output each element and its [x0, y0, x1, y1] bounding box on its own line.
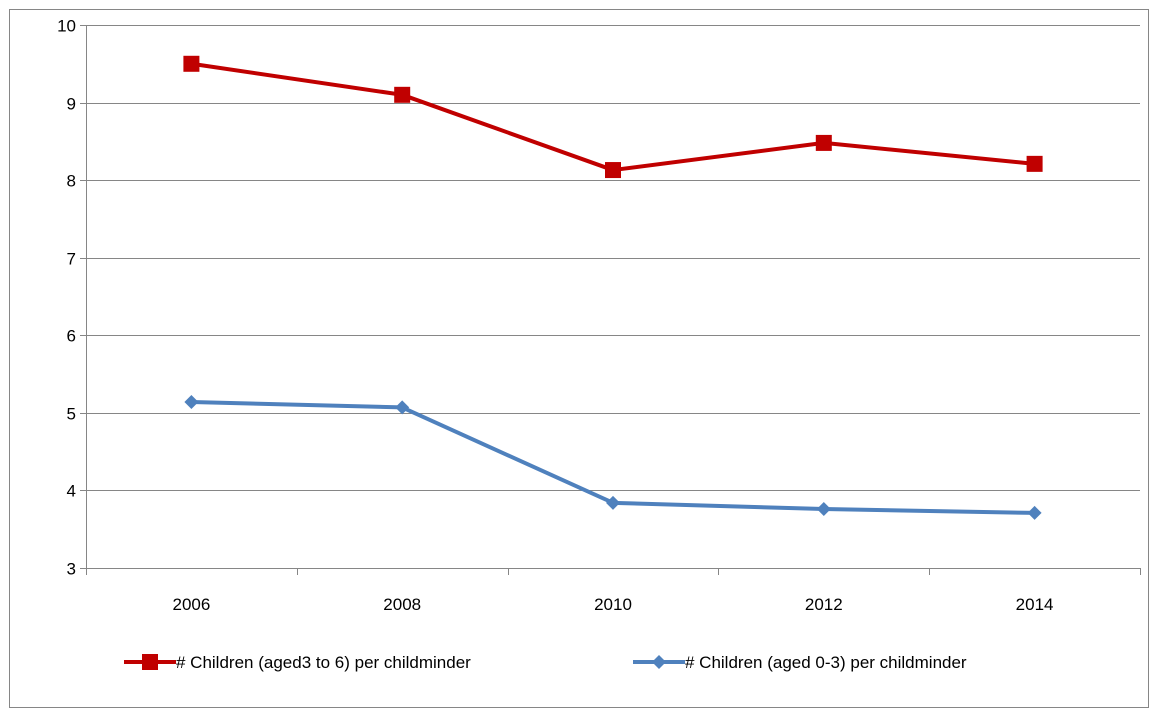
series-0-point-2008 — [394, 86, 411, 103]
series-1-point-2012 — [816, 502, 831, 517]
legend: # Children (aged3 to 6) per childminder #… — [124, 653, 967, 672]
legend-marker-1 — [652, 655, 666, 669]
x-tick-label-2008: 2008 — [383, 595, 421, 614]
y-tick-label-5: 5 — [67, 405, 76, 424]
y-tick-label-10: 10 — [57, 17, 76, 36]
y-tick-label-8: 8 — [67, 172, 76, 191]
y-tick-label-6: 6 — [67, 327, 76, 346]
legend-item-1: # Children (aged 0-3) per childminder — [633, 653, 967, 672]
y-tick-label-9: 9 — [67, 95, 76, 114]
y-axis-ticks: 3 4 5 6 7 8 9 10 — [57, 17, 86, 579]
x-axis-ticks: 2006 2008 2010 2012 2014 — [86, 568, 1141, 614]
y-tick-label-4: 4 — [67, 482, 76, 501]
series-line-0 — [189, 61, 1037, 173]
series-0-point-2012 — [815, 134, 832, 151]
series-1-point-2006 — [184, 394, 199, 409]
axes — [86, 25, 1140, 569]
legend-label-1: # Children (aged 0-3) per childminder — [685, 653, 967, 672]
x-tick-label-2014: 2014 — [1016, 595, 1054, 614]
legend-marker-0 — [142, 654, 158, 670]
gridlines — [86, 25, 1140, 491]
series-1-point-2008 — [395, 400, 410, 415]
series-0-point-2010 — [605, 162, 621, 179]
x-tick-label-2012: 2012 — [805, 595, 843, 614]
legend-label-0: # Children (aged3 to 6) per childminder — [176, 653, 471, 672]
series-0-point-2006 — [183, 55, 200, 72]
x-tick-label-2006: 2006 — [172, 595, 210, 614]
legend-item-0: # Children (aged3 to 6) per childminder — [124, 653, 471, 672]
y-tick-label-3: 3 — [67, 560, 76, 579]
y-tick-label-7: 7 — [67, 250, 76, 269]
series-group — [183, 55, 1043, 520]
x-tick-label-2010: 2010 — [594, 595, 632, 614]
chart-frame — [9, 9, 1149, 708]
series-0-point-2014 — [1026, 155, 1043, 172]
series-0 — [183, 55, 1043, 179]
series-1-point-2010 — [606, 495, 620, 510]
series-1-point-2014 — [1027, 505, 1042, 520]
series-1 — [184, 394, 1042, 520]
